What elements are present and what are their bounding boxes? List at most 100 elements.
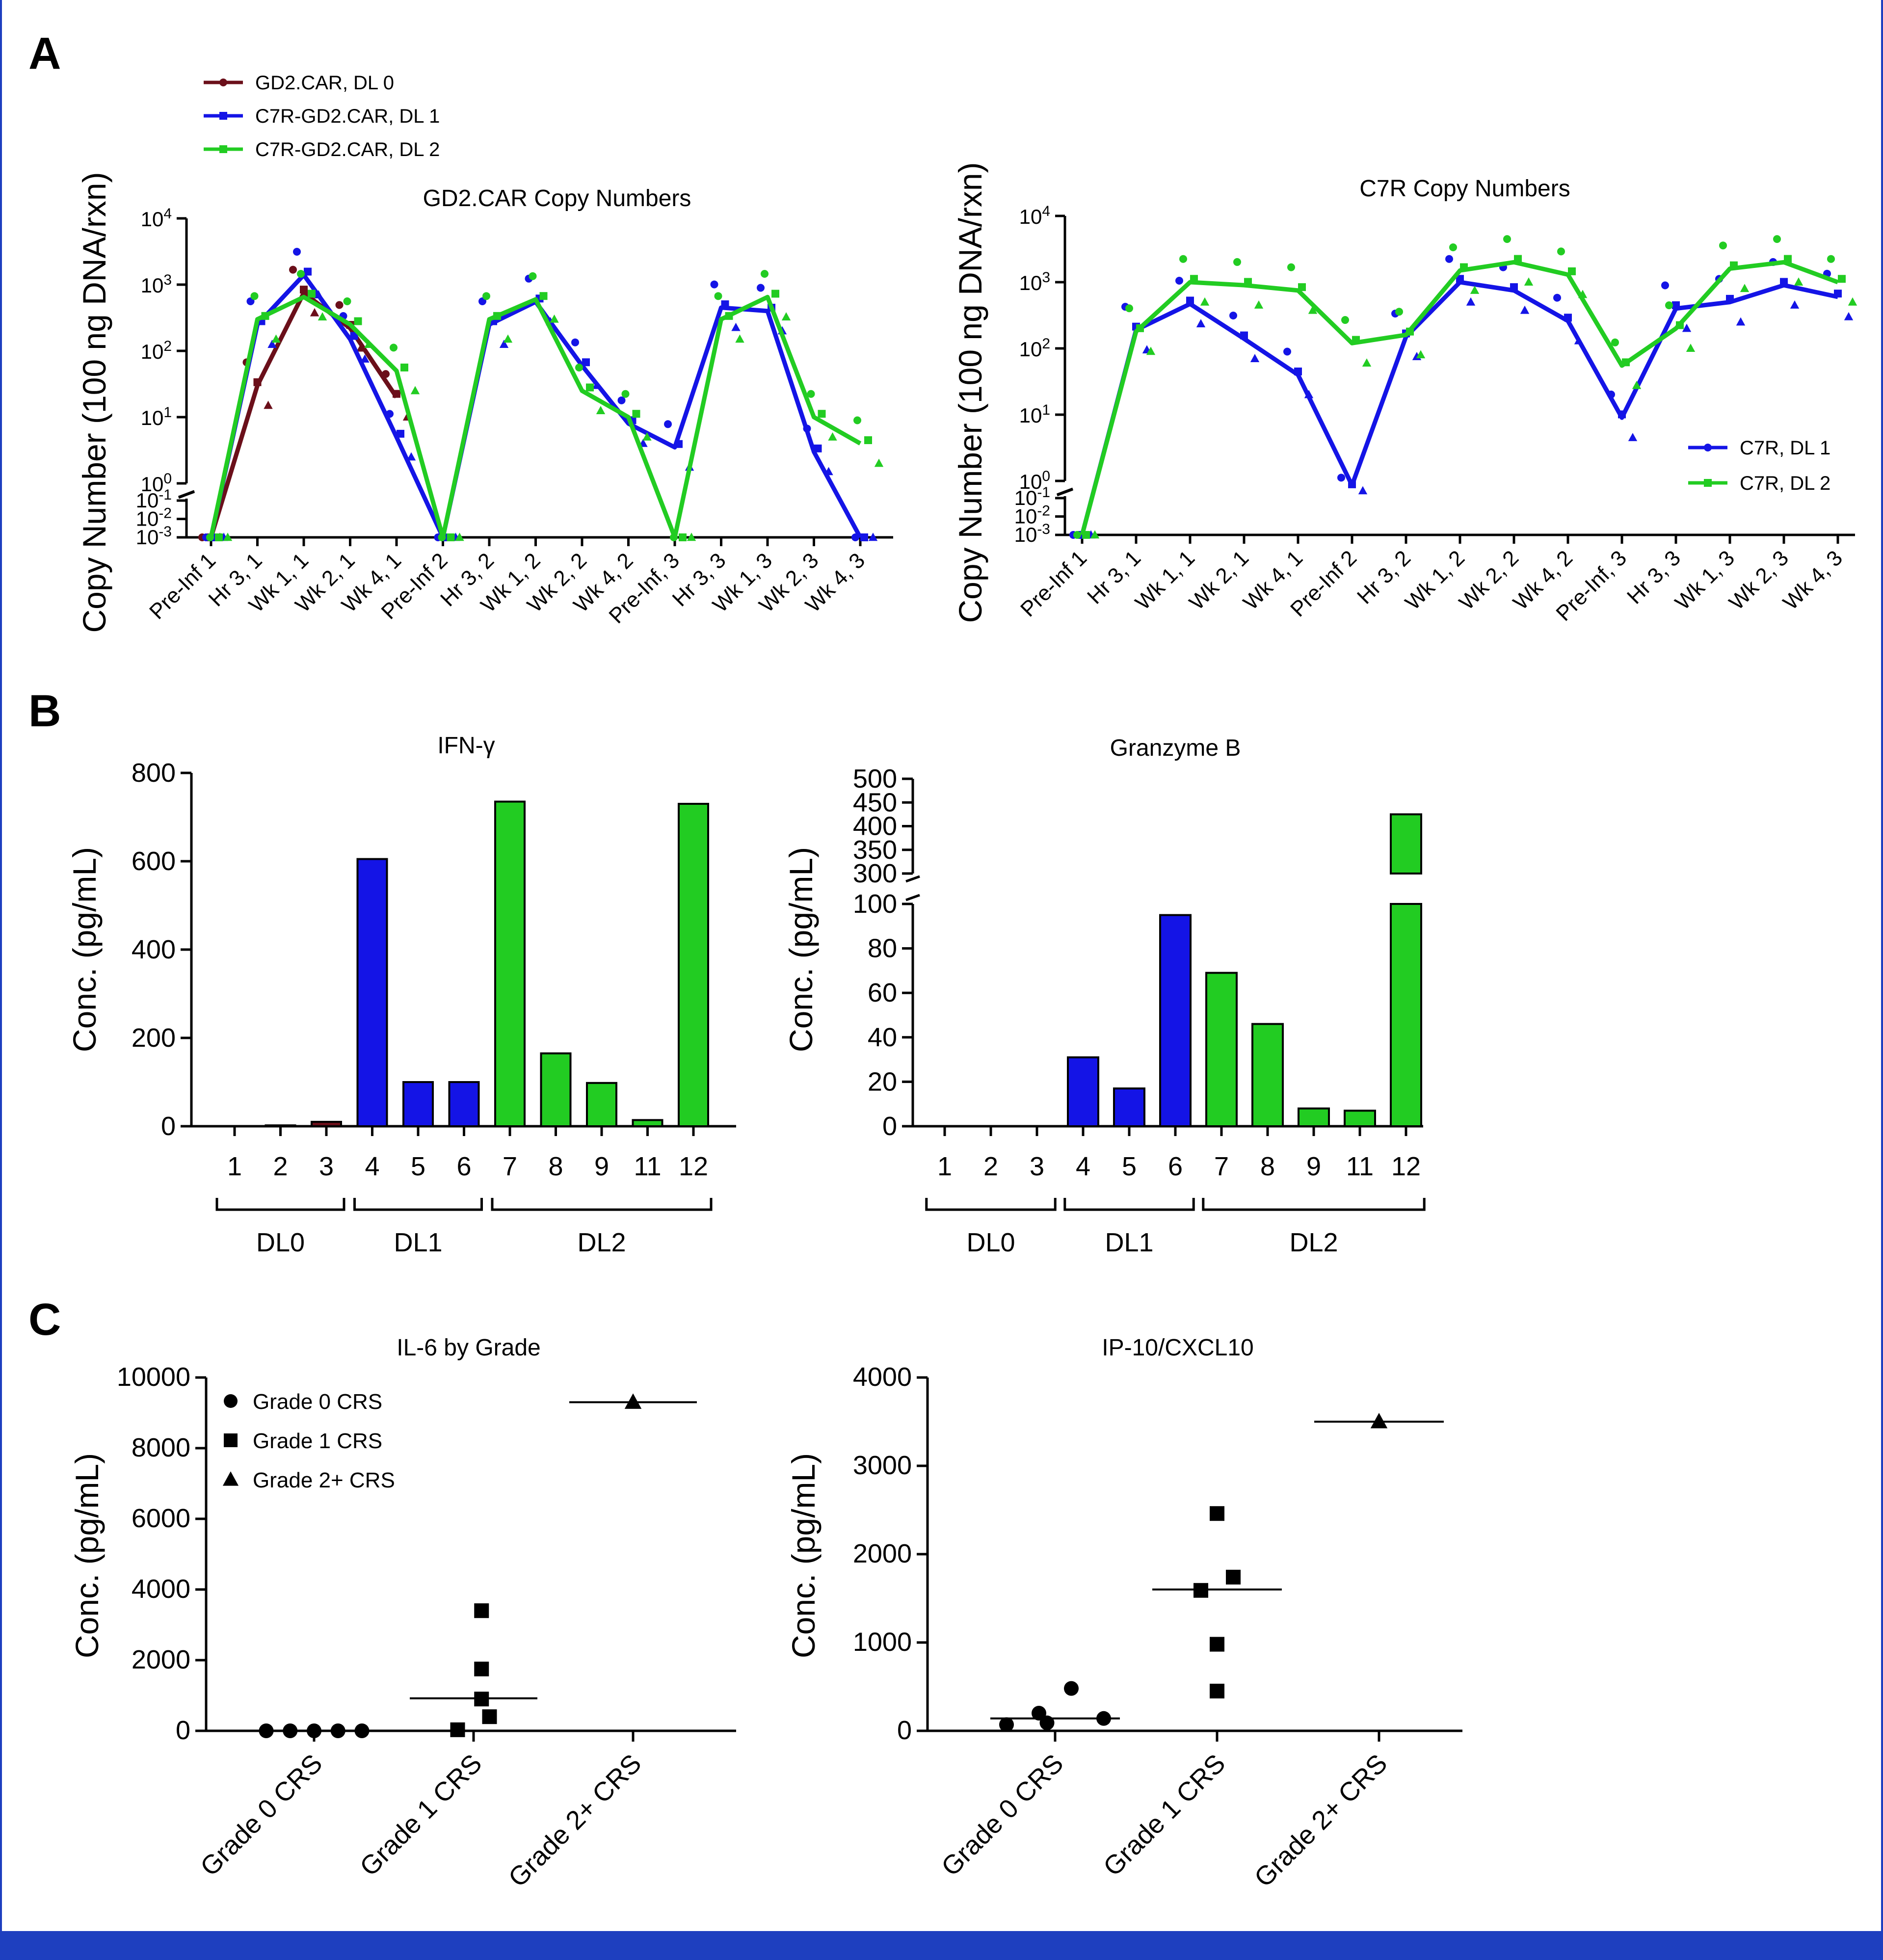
data-point <box>1125 304 1133 313</box>
bar-8 <box>1251 1023 1284 1128</box>
bar-6 <box>448 1081 480 1127</box>
legend-marker-c7r-dl-2 <box>1704 479 1712 487</box>
data-point <box>1780 278 1788 286</box>
group-label-dl2: DL2 <box>1289 1228 1338 1257</box>
legend-marker-grade-1-crs <box>224 1433 238 1447</box>
y-axis-label: Copy Number (100 ng DNA/rxn) <box>952 162 988 623</box>
data-point <box>1362 358 1372 367</box>
x-tick-label: 5 <box>411 1152 425 1181</box>
legend-marker-c7r-gd2-car-dl-1 <box>219 112 227 120</box>
bottom-band <box>0 1931 1883 1960</box>
x-tick-label: Grade 1 CRS <box>1098 1748 1231 1882</box>
data-point <box>267 340 277 348</box>
data-point <box>1827 255 1835 263</box>
data-point-grade-1-crs <box>1193 1583 1208 1598</box>
y-tick-label: 6000 <box>132 1504 190 1533</box>
data-point-grade-0-crs <box>999 1717 1014 1732</box>
data-point <box>503 334 513 343</box>
y-tick-label: 8000 <box>132 1433 190 1462</box>
data-point <box>300 286 308 294</box>
data-point-grade-0-crs <box>1032 1706 1046 1721</box>
group-label-dl1: DL1 <box>1105 1228 1153 1257</box>
y-tick-label: 10-2 <box>136 505 172 530</box>
data-point <box>670 533 678 541</box>
y-tick-label: 102 <box>1019 336 1050 361</box>
x-tick-label: 12 <box>679 1152 708 1181</box>
y-tick-label: 0 <box>161 1112 176 1141</box>
x-tick-label: 1 <box>227 1152 242 1181</box>
legend-label-grade-1-crs: Grade 1 CRS <box>253 1429 382 1453</box>
y-axis-break <box>905 875 920 901</box>
data-point <box>1179 255 1187 263</box>
x-tick-label: 5 <box>1122 1152 1137 1181</box>
x-tick-label: Wk 2, 3 <box>1724 546 1793 614</box>
data-point <box>679 533 687 541</box>
data-point <box>1632 380 1642 389</box>
data-point-grade-0-crs <box>1039 1715 1055 1730</box>
x-tick-label: 7 <box>503 1152 517 1181</box>
y-tick-label: 3000 <box>853 1451 912 1480</box>
legend-label-c7r-gd2-car-dl-1: C7R-GD2.CAR, DL 1 <box>255 106 440 127</box>
data-point <box>482 292 490 300</box>
data-point-grade-1-crs <box>474 1662 489 1676</box>
data-point <box>731 322 741 331</box>
data-point <box>757 284 765 292</box>
data-point-grade-1-crs <box>1210 1637 1224 1652</box>
data-point <box>1719 241 1727 250</box>
bar-9 <box>586 1082 617 1128</box>
data-point <box>664 420 672 428</box>
y-tick-label: 2000 <box>853 1539 912 1568</box>
y-tick-label: 103 <box>141 272 172 297</box>
chart-title: IP-10/CXCL10 <box>1102 1335 1254 1361</box>
data-point <box>1449 243 1457 251</box>
y-tick-label: 102 <box>141 338 172 363</box>
data-point <box>215 533 223 541</box>
data-point <box>1470 286 1480 294</box>
data-point <box>1838 275 1846 283</box>
data-point <box>364 340 373 348</box>
data-point <box>1578 290 1588 298</box>
y-axis-break <box>1057 487 1073 497</box>
group-bracket-dl0 <box>925 1198 1057 1211</box>
data-point <box>1298 283 1306 291</box>
bar-4 <box>356 858 388 1127</box>
x-tick-label: Wk 2, 1 <box>1185 546 1253 614</box>
chart-gd2car-copy-numbers: GD2.CAR Copy Numbers Copy Number (100 ng … <box>76 72 893 633</box>
y-tick-label: 100 <box>141 471 172 496</box>
data-point <box>1622 358 1630 367</box>
x-tick-label: 4 <box>365 1152 379 1181</box>
group-bracket-dl0 <box>215 1198 345 1211</box>
y-tick-label: 0 <box>176 1716 190 1745</box>
legend-marker-c7r-dl-1 <box>1704 444 1712 451</box>
y-tick-label: 10-1 <box>136 487 172 512</box>
y-tick-label: 200 <box>132 1023 176 1053</box>
data-point <box>1726 294 1734 303</box>
data-point <box>1416 350 1426 359</box>
group-label-dl0: DL0 <box>256 1228 305 1257</box>
chart-title: IFN-γ <box>437 733 495 759</box>
data-point <box>725 312 733 320</box>
y-axis-label: Conc. (pg/mL) <box>783 847 819 1052</box>
data-point <box>675 440 683 448</box>
data-point <box>1090 530 1100 539</box>
y-tick-label: 4000 <box>132 1574 190 1604</box>
data-point <box>356 343 366 352</box>
data-point <box>721 300 729 309</box>
data-point <box>1520 305 1530 314</box>
data-point <box>1848 297 1857 306</box>
data-point <box>1503 235 1511 243</box>
y-tick-label: 450 <box>853 788 897 817</box>
data-point <box>343 297 351 306</box>
x-tick-label: 8 <box>1260 1152 1275 1181</box>
x-tick-label: Wk 2, 2 <box>1455 546 1523 614</box>
data-point <box>1607 390 1615 398</box>
x-tick-label: 6 <box>456 1152 471 1181</box>
data-point <box>223 532 233 541</box>
y-tick-label: 103 <box>1019 269 1050 294</box>
data-point <box>575 364 583 372</box>
data-point <box>400 363 408 371</box>
legend-marker-gd2-car-dl-0 <box>219 79 227 86</box>
chart-ip10-cxcl10: IP-10/CXCL10 Conc. (pg/mL) 0 1000 2000 3000 40… <box>785 1335 1462 1893</box>
data-point <box>864 436 872 444</box>
y-axis-label: Conc. (pg/mL) <box>785 1453 822 1658</box>
